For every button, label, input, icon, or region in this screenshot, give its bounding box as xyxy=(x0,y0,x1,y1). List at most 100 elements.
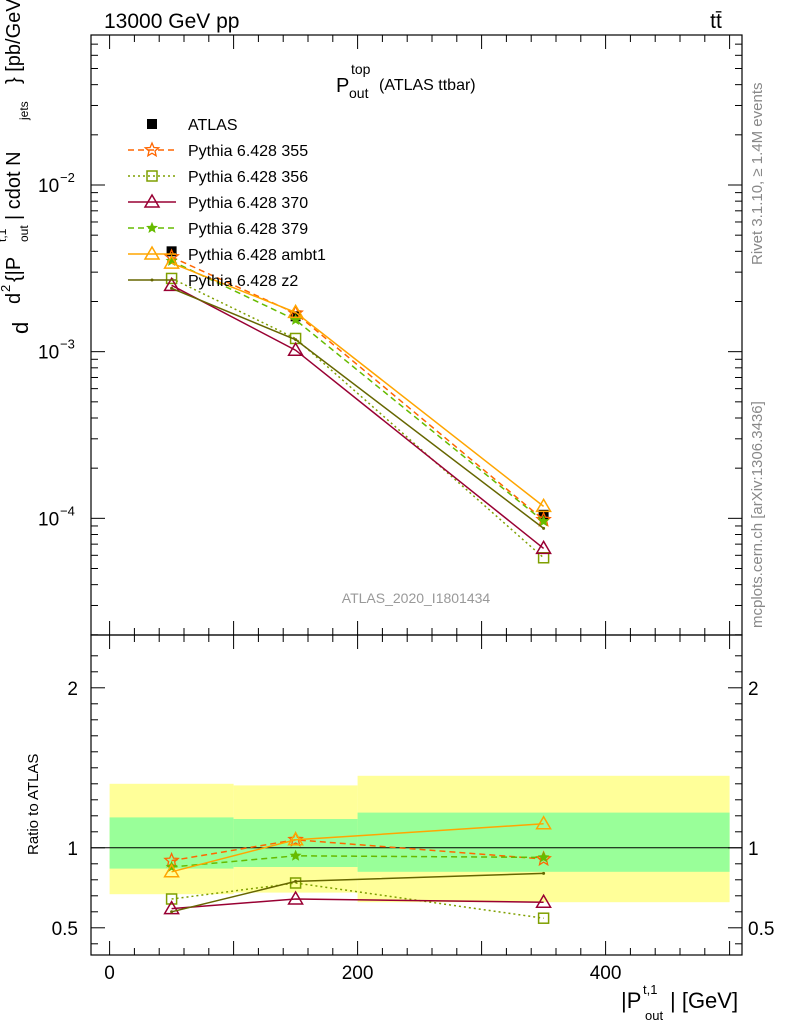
ratio-point-p355-1 xyxy=(287,831,304,847)
ratio-line-pambt1 xyxy=(171,823,544,873)
legend-entry-atlas: ATLAS xyxy=(147,117,238,134)
series-p379 xyxy=(165,254,550,527)
series-line-pz2 xyxy=(171,287,545,529)
point-pz2-0 xyxy=(170,286,174,290)
main-y-label: d d 2 {|P t,1 out | cdot N jets σ fid d xyxy=(0,0,33,334)
ratio-xtick-label-2: 400 xyxy=(590,963,622,984)
point-p370-1 xyxy=(287,341,304,356)
ratio-point-p356-2 xyxy=(537,912,550,924)
ratio-point-p379-2 xyxy=(537,851,550,863)
ratio-series-pz2 xyxy=(170,871,546,914)
ylabel-p-sub: out xyxy=(17,225,31,242)
ratio-point-p370-1 xyxy=(287,890,304,905)
legend-entry-pz2: Pythia 6.428 z2 xyxy=(128,273,298,290)
ratio-point-p356-0 xyxy=(165,893,178,905)
svg-text:} [pb/GeV]: } [pb/GeV] xyxy=(3,0,25,84)
ratio-band-green-2 xyxy=(357,812,730,872)
ratio-ytick-label-1: 1 xyxy=(67,839,78,860)
legend-entry-p379: Pythia 6.428 379 xyxy=(128,221,308,238)
ratio-ytick-label-right-0: 0.5 xyxy=(748,919,774,940)
point-pambt1-2 xyxy=(535,497,552,513)
xlabel-suffix: | [GeV] xyxy=(670,988,738,1013)
point-atlas-2 xyxy=(538,509,549,520)
legend-marker-pz2 xyxy=(150,278,154,282)
svg-text:d: d xyxy=(3,293,25,304)
ratio-content xyxy=(91,775,742,924)
point-p379-1 xyxy=(289,313,302,325)
point-pz2-1 xyxy=(294,338,298,342)
legend-entry-p356: Pythia 6.428 356 xyxy=(128,169,308,186)
ratio-point-pambt1-2 xyxy=(535,815,552,830)
ratio-point-pz2-0 xyxy=(170,910,174,914)
legend-label-p355: Pythia 6.428 355 xyxy=(188,143,308,160)
ylabel-d1: d xyxy=(8,322,33,334)
ratio-point-p370-2 xyxy=(535,893,552,908)
series-p356 xyxy=(165,272,550,564)
legend-label-p370: Pythia 6.428 370 xyxy=(188,195,308,212)
ratio-y-tick-labels: 0.5 0.5 1 1 2 2 xyxy=(52,679,775,940)
svg-text:P: P xyxy=(336,75,349,97)
ratio-y-label: Ratio to ATLAS xyxy=(25,754,42,855)
legend-marker-p355 xyxy=(143,141,161,158)
title-sub: out xyxy=(349,85,369,101)
xlabel-sup: t,1 xyxy=(643,982,657,997)
ratio-frame xyxy=(90,634,743,956)
ratio-xtick-label-0: 0 xyxy=(104,963,115,984)
ylabel-cdot: | cdot N xyxy=(3,151,25,220)
ratio-ytick-label-0: 0.5 xyxy=(52,919,78,940)
series-pz2 xyxy=(170,286,546,530)
ratio-x-tick-labels: 0 200 400 xyxy=(104,963,621,984)
xlabel-main: |P xyxy=(621,988,641,1013)
svg-text:2: 2 xyxy=(0,285,13,292)
legend-marker-p370 xyxy=(143,193,161,208)
ratio-point-pambt1-0 xyxy=(163,863,180,878)
main-ytick-label-0: 10 xyxy=(38,176,59,197)
ratio-xtick-label-1: 200 xyxy=(342,963,374,984)
process-label: tt̄ xyxy=(710,10,722,33)
series-p370 xyxy=(163,276,552,555)
ratio-point-pz2-1 xyxy=(294,879,298,883)
legend: ATLAS Pythia 6.428 355 Pythia 6.428 356 Pyt… xyxy=(128,117,326,290)
point-p356-0 xyxy=(165,272,178,285)
legend-entry-p370: Pythia 6.428 370 xyxy=(128,193,308,212)
ylabel-d2-sup: 2 xyxy=(0,285,13,292)
ratio-point-p355-2 xyxy=(535,850,552,867)
ratio-series-pambt1 xyxy=(163,815,552,878)
svg-text:|P: |P xyxy=(621,988,641,1013)
ratio-line-p356 xyxy=(171,882,544,919)
main-content xyxy=(163,246,552,564)
ratio-axis-ticks xyxy=(91,635,742,955)
main-panel: 10−210−310−4 P top out (ATLAS ttbar) ATL… xyxy=(38,34,743,636)
ratio-point-pz2-2 xyxy=(542,871,546,875)
main-y-tick-labels: 10−210−310−4 xyxy=(38,170,75,530)
svg-text:| cdot N: | cdot N xyxy=(3,151,25,220)
point-p379-2 xyxy=(537,515,550,527)
series-line-p370 xyxy=(171,284,545,549)
svg-text:out: out xyxy=(17,225,31,242)
series-pambt1 xyxy=(163,254,552,513)
ratio-ytick-label-2: 2 xyxy=(67,679,78,700)
legend-label-pz2: Pythia 6.428 z2 xyxy=(188,273,298,290)
series-line-pambt1 xyxy=(171,262,545,507)
ratio-point-pambt1-1 xyxy=(287,831,304,846)
main-title: P top out (ATLAS ttbar) xyxy=(336,61,476,101)
series-line-p379 xyxy=(171,260,545,522)
mcplots-label: mcplots.cern.ch [arXiv:1306.3436] xyxy=(749,401,766,628)
ratio-series-p379 xyxy=(165,849,550,872)
ratio-point-p379-0 xyxy=(165,860,178,872)
ratio-point-p370-0 xyxy=(163,900,180,915)
point-pz2-2 xyxy=(542,526,546,530)
legend-marker-p379 xyxy=(146,221,158,233)
xlabel-sub: out xyxy=(645,1008,663,1023)
ratio-line-p370 xyxy=(171,898,544,910)
ratio-point-p379-1 xyxy=(289,849,302,861)
legend-label-p379: Pythia 6.428 379 xyxy=(188,221,308,238)
svg-text:d: d xyxy=(8,322,33,334)
main-ytick-label-1: 10 xyxy=(38,343,59,364)
ylabel-p-sup: t,1 xyxy=(0,228,9,242)
ylabel-d2: d xyxy=(3,293,25,304)
svg-text:{|P: {|P xyxy=(3,257,25,282)
legend-entry-pambt1: Pythia 6.428 ambt1 xyxy=(128,245,326,264)
title-suffix: (ATLAS ttbar) xyxy=(379,77,476,94)
